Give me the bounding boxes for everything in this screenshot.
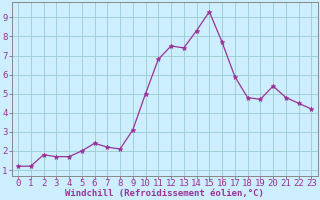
X-axis label: Windchill (Refroidissement éolien,°C): Windchill (Refroidissement éolien,°C) — [65, 189, 264, 198]
